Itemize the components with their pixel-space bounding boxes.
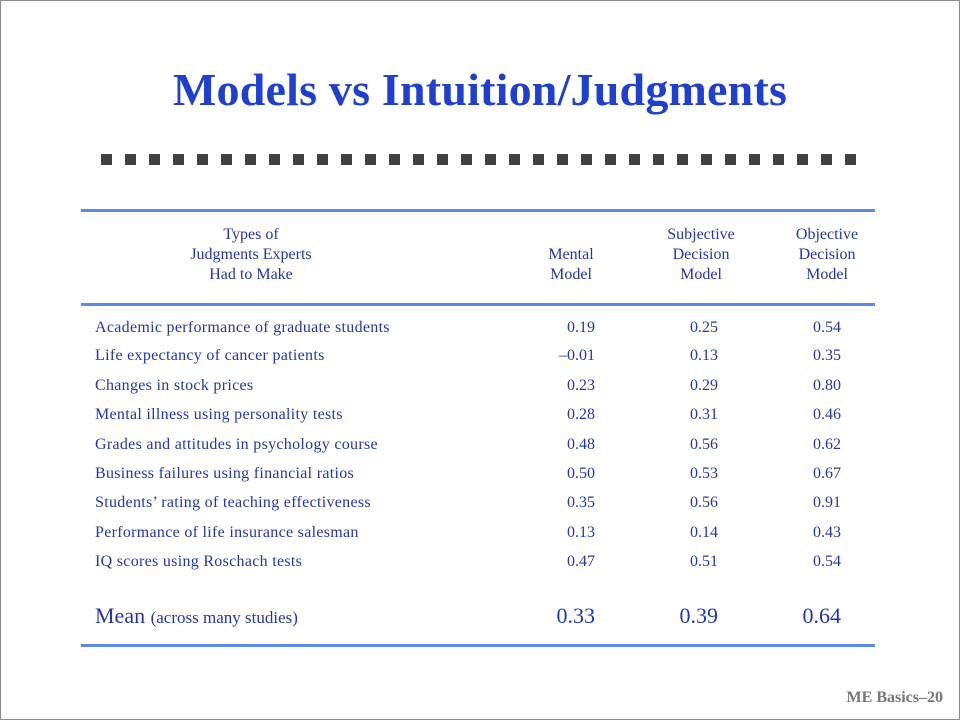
- row-label: Students’ rating of teaching effectivene…: [95, 494, 371, 511]
- subjective-value: 0.56: [690, 494, 718, 511]
- header-subjective-line: Decision: [672, 246, 730, 263]
- row-label: Performance of life insurance salesman: [95, 524, 359, 541]
- mental-value: –0.01: [559, 347, 595, 364]
- objective-value: 0.54: [813, 319, 841, 336]
- mean-objective-value: 0.64: [802, 603, 842, 628]
- slide-footer: ME Basics–20: [846, 689, 943, 706]
- row-label: Mental illness using personality tests: [95, 406, 343, 423]
- header-objective-line: Objective: [795, 226, 859, 243]
- row-label: Business failures using financial ratios: [95, 465, 355, 482]
- row-label: Life expectancy of cancer patients: [95, 347, 325, 364]
- header-subjective: Subjective Decision Model: [641, 225, 761, 285]
- table-row: Mental illness using personality tests 0…: [95, 406, 875, 432]
- table-row: Business failures using financial ratios…: [95, 465, 875, 491]
- mental-value: 0.13: [567, 524, 595, 541]
- mental-value: 0.48: [567, 436, 595, 453]
- subjective-value: 0.29: [690, 377, 718, 394]
- dotted-divider: [101, 154, 856, 165]
- mean-mental-value: 0.33: [556, 603, 596, 628]
- objective-value: 0.91: [813, 494, 841, 511]
- header-subjective-line: Subjective: [667, 226, 735, 243]
- header-bottom-rule: [81, 303, 875, 306]
- table-row: Performance of life insurance salesman 0…: [95, 524, 875, 550]
- table-row: IQ scores using Roschach tests 0.47 0.51…: [95, 553, 875, 579]
- mean-row: Mean (across many studies) 0.33 0.39 0.6…: [95, 603, 875, 633]
- mental-value: 0.47: [567, 553, 595, 570]
- header-objective: Objective Decision Model: [767, 225, 887, 285]
- table-row: Grades and attitudes in psychology cours…: [95, 436, 875, 462]
- row-label: Changes in stock prices: [95, 377, 254, 394]
- mental-value: 0.28: [567, 406, 595, 423]
- header-types-line: Types of: [223, 226, 279, 243]
- mean-note: (across many studies): [150, 608, 298, 627]
- table-row: Changes in stock prices 0.23 0.29 0.80: [95, 377, 875, 403]
- objective-value: 0.54: [813, 553, 841, 570]
- subjective-value: 0.13: [690, 347, 718, 364]
- table-top-rule: [81, 209, 875, 212]
- objective-value: 0.35: [813, 347, 841, 364]
- table-row: Students’ rating of teaching effectivene…: [95, 494, 875, 520]
- row-label: IQ scores using Roschach tests: [95, 553, 303, 570]
- header-mental-line: Model: [550, 266, 592, 283]
- table-row: Life expectancy of cancer patients –0.01…: [95, 347, 875, 373]
- header-objective-line: Model: [806, 266, 848, 283]
- objective-value: 0.67: [813, 465, 841, 482]
- objective-value: 0.62: [813, 436, 841, 453]
- header-subjective-line: Model: [680, 266, 722, 283]
- mental-value: 0.19: [567, 319, 595, 336]
- mental-value: 0.23: [567, 377, 595, 394]
- subjective-value: 0.25: [690, 319, 718, 336]
- mental-value: 0.35: [567, 494, 595, 511]
- row-label: Grades and attitudes in psychology cours…: [95, 436, 378, 453]
- objective-value: 0.43: [813, 524, 841, 541]
- subjective-value: 0.31: [690, 406, 718, 423]
- header-mental: Mental Model: [521, 245, 621, 285]
- table-row: Academic performance of graduate student…: [95, 319, 875, 345]
- mean-label: Mean (across many studies): [95, 603, 298, 629]
- subjective-value: 0.51: [690, 553, 718, 570]
- mean-subjective-value: 0.39: [679, 603, 719, 628]
- header-types: Types of Judgments Experts Had to Make: [141, 225, 361, 285]
- slide-title: Models vs Intuition/Judgments: [172, 64, 788, 115]
- mental-value: 0.50: [567, 465, 595, 482]
- subjective-value: 0.53: [690, 465, 718, 482]
- subjective-value: 0.56: [690, 436, 718, 453]
- header-types-line: Had to Make: [209, 266, 293, 283]
- row-label: Academic performance of graduate student…: [95, 319, 390, 336]
- mean-word: Mean: [95, 603, 146, 628]
- header-mental-line: Mental: [548, 246, 594, 263]
- objective-value: 0.80: [813, 377, 841, 394]
- table-bottom-rule: [81, 644, 875, 647]
- header-types-line: Judgments Experts: [190, 246, 312, 263]
- objective-value: 0.46: [813, 406, 841, 423]
- subjective-value: 0.14: [690, 524, 718, 541]
- header-objective-line: Decision: [798, 246, 856, 263]
